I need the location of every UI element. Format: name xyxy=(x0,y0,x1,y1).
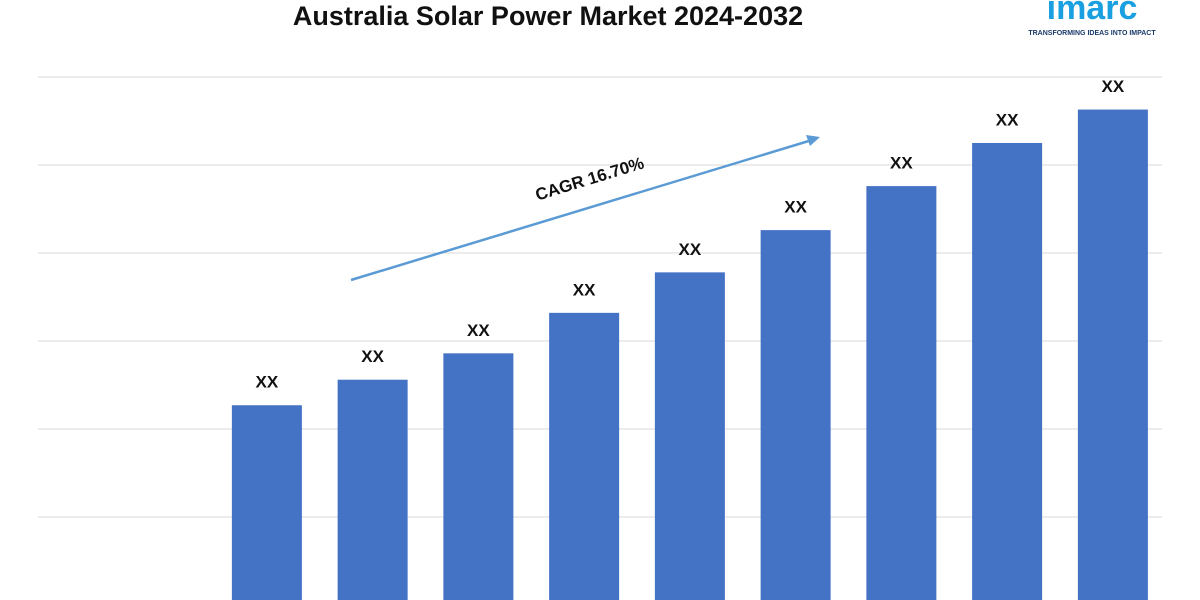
bar xyxy=(972,143,1043,600)
value-label: XX xyxy=(996,110,1019,129)
value-label: XX xyxy=(256,373,279,392)
value-label: XX xyxy=(679,240,702,259)
logo-name: imarc xyxy=(1047,0,1138,27)
value-label: XX xyxy=(890,154,913,173)
chart-title: Australia Solar Power Market 2024-2032 xyxy=(293,1,803,31)
bar xyxy=(337,379,408,600)
cagr-arrow xyxy=(350,138,813,282)
bar xyxy=(760,230,831,600)
cagr-annotation: CAGR 16.70% xyxy=(533,154,646,205)
value-label: XX xyxy=(573,280,596,299)
bar xyxy=(549,312,620,600)
value-label: XX xyxy=(361,347,384,366)
bar xyxy=(866,186,937,600)
logo-tagline: TRANSFORMING IDEAS INTO IMPACT xyxy=(1028,30,1156,37)
value-label: XX xyxy=(1102,77,1125,96)
cagr-arrowhead xyxy=(806,135,820,146)
value-label: XX xyxy=(784,198,807,217)
plot: XX XX XX XX XX XX XX XX XX xyxy=(38,76,1162,600)
value-label: XX xyxy=(467,321,490,340)
bar xyxy=(231,405,302,600)
bar xyxy=(654,272,725,600)
bar xyxy=(1077,109,1148,600)
bar xyxy=(443,353,514,600)
